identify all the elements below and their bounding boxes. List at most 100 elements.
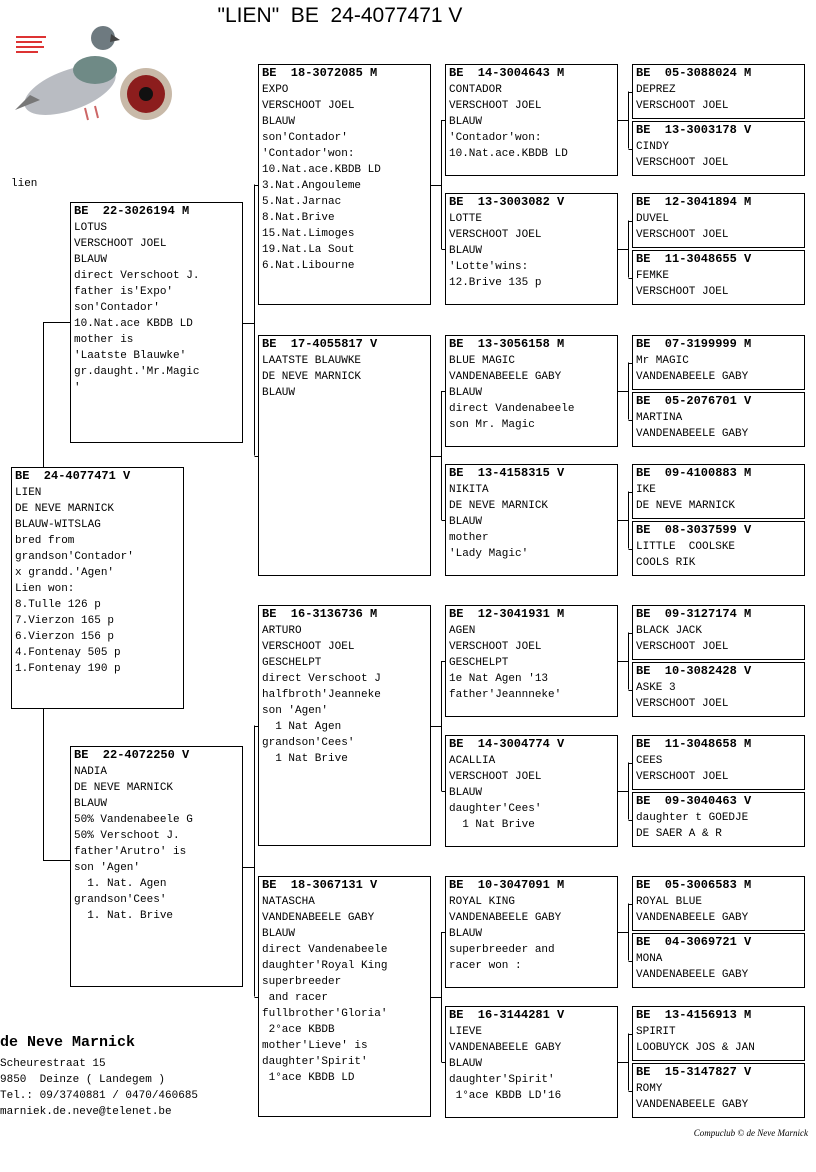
pedigree-box: BE 13-4158315 V NIKITA DE NEVE MARNICK BLAU… <box>445 464 618 576</box>
info-line: LOOBUYCK JOS & JAN <box>636 1042 755 1054</box>
info-line: grandson'Cees' <box>74 894 167 906</box>
info-line: LITTLE COOLSKE <box>636 541 736 553</box>
ring-number: BE 05-2076701 V <box>636 394 752 408</box>
pedigree-box: BE 14-3004643 M CONTADOR VERSCHOOT JOEL BLA… <box>445 64 618 176</box>
pedigree-box: BE 17-4055817 V LAATSTE BLAUWKE DE NEVE MA… <box>258 335 431 576</box>
info-line: BLAUW <box>262 387 296 399</box>
info-line: BLAUW <box>74 798 108 810</box>
info-line: LAATSTE BLAUWKE <box>262 355 362 367</box>
ring-number: BE 12-3041894 M <box>636 195 752 209</box>
pedigree-box: BE 16-3144281 V LIEVE VANDENABEELE GABY BLA… <box>445 1006 618 1118</box>
info-line: daughter'Spirit' <box>262 1056 368 1068</box>
address-line: 9850 Deinze ( Landegem ) <box>0 1074 166 1086</box>
pedigree-box: BE 05-3088024 M DEPREZ VERSCHOOT JOEL <box>632 64 805 119</box>
info-line: ARTURO <box>262 625 302 637</box>
info-line: BLAUW <box>449 787 483 799</box>
ring-number: BE 11-3048658 M <box>636 737 752 751</box>
info-line: racer won : <box>449 960 522 972</box>
ring-number: BE 09-3127174 M <box>636 607 752 621</box>
info-line: CINDY <box>636 141 670 153</box>
info-line: ROMY <box>636 1083 663 1095</box>
info-line: VANDENABEELE GABY <box>636 912 749 924</box>
ring-number: BE 14-3004643 M <box>449 66 565 80</box>
pedigree-box: BE 09-4100883 M IKE DE NEVE MARNICK <box>632 464 805 519</box>
info-line: LIEVE <box>449 1026 483 1038</box>
pedigree-box: BE 22-3026194 M LOTUS VERSCHOOT JOEL BLAUW d… <box>70 202 243 443</box>
ring-number: BE 17-4055817 V <box>262 337 378 351</box>
info-line: 3.Nat.Angouleme <box>262 180 362 192</box>
info-line: 1e Nat Agen '13 <box>449 673 549 685</box>
pedigree-box: BE 22-4072250 V NADIA DE NEVE MARNICK BLAUW… <box>70 746 243 987</box>
pedigree-box: BE 07-3199999 M Mr MAGIC VANDENABEELE GABY <box>632 335 805 390</box>
info-line: VANDENABEELE GABY <box>636 371 749 383</box>
info-line: daughter'Cees' <box>449 803 542 815</box>
pedigree-box: BE 10-3082428 V ASKE 3 VERSCHOOT JOEL <box>632 662 805 717</box>
ring-number: BE 15-3147827 V <box>636 1065 752 1079</box>
info-line: 7.Vierzon 165 p <box>15 615 115 627</box>
info-line: GESCHELPT <box>449 657 509 669</box>
info-line: mother is <box>74 334 134 346</box>
info-line: DE NEVE MARNICK <box>262 371 362 383</box>
info-line: grandson'Contador' <box>15 551 134 563</box>
info-line: DE NEVE MARNICK <box>74 782 174 794</box>
info-line: 'Contador'won: <box>449 132 542 144</box>
info-line: son'Contador' <box>74 302 160 314</box>
info-line: NADIA <box>74 766 108 778</box>
info-line: DE SAER A & R <box>636 828 722 840</box>
info-line: 1.Fontenay 190 p <box>15 663 121 675</box>
info-line: VERSCHOOT JOEL <box>449 771 542 783</box>
ring-number: BE 22-3026194 M <box>74 204 190 218</box>
ring-number: BE 24-4077471 V <box>15 469 131 483</box>
ring-number: BE 13-3003082 V <box>449 195 565 209</box>
info-line: VERSCHOOT JOEL <box>636 100 729 112</box>
info-line: VERSCHOOT JOEL <box>449 641 542 653</box>
info-line: BLAUW <box>449 116 483 128</box>
info-line: grandson'Cees' <box>262 737 355 749</box>
info-line: BLAUW <box>449 387 483 399</box>
pedigree-box: BE 05-2076701 V MARTINA VANDENABEELE GABY <box>632 392 805 447</box>
info-line: LIEN <box>15 487 42 499</box>
footer: Compuclub © de Neve Marnick <box>693 1128 808 1138</box>
info-line: VERSCHOOT JOEL <box>636 698 729 710</box>
info-line: VERSCHOOT JOEL <box>449 100 542 112</box>
info-line: DE NEVE MARNICK <box>449 500 549 512</box>
ring-number: BE 22-4072250 V <box>74 748 190 762</box>
info-line: GESCHELPT <box>262 657 322 669</box>
info-line: mother <box>449 532 489 544</box>
info-line: BLAUW <box>449 1058 483 1070</box>
info-line: 10.Nat.ace.KBDB LD <box>262 164 381 176</box>
info-line: VANDENABEELE GABY <box>449 1042 562 1054</box>
owner-name: de Neve Marnick <box>0 1034 136 1051</box>
ring-number: BE 05-3088024 M <box>636 66 752 80</box>
info-line: 10.Nat.ace KBDB LD <box>74 318 193 330</box>
info-line: 5.Nat.Jarnac <box>262 196 342 208</box>
info-line: 1 Nat Agen <box>262 721 342 733</box>
ring-number: BE 07-3199999 M <box>636 337 752 351</box>
info-line: son Mr. Magic <box>449 419 535 431</box>
info-line: VERSCHOOT JOEL <box>636 286 729 298</box>
info-line: 2°ace KBDB <box>262 1024 335 1036</box>
pedigree-box: BE 13-4156913 M SPIRIT LOOBUYCK JOS & JAN <box>632 1006 805 1061</box>
info-line: ROYAL KING <box>449 896 516 908</box>
info-line: halfbroth'Jeanneke <box>262 689 381 701</box>
info-line: MARTINA <box>636 412 683 424</box>
pedigree-box: BE 11-3048655 V FEMKE VERSCHOOT JOEL <box>632 250 805 305</box>
pedigree-box: BE 09-3127174 M BLACK JACK VERSCHOOT JOEL <box>632 605 805 660</box>
info-line: BLAUW <box>449 245 483 257</box>
pedigree-box: BE 05-3006583 M ROYAL BLUE VANDENABEELE GA… <box>632 876 805 931</box>
info-line: 1 Nat Brive <box>449 819 535 831</box>
info-line: ASKE 3 <box>636 682 676 694</box>
pedigree-box: BE 14-3004774 V ACALLIA VERSCHOOT JOEL BLAU… <box>445 735 618 847</box>
info-line: 1. Nat. Agen <box>74 878 167 890</box>
info-line: LOTUS <box>74 222 108 234</box>
info-line: superbreeder <box>262 976 342 988</box>
info-line: EXPO <box>262 84 289 96</box>
info-line: SPIRIT <box>636 1026 676 1038</box>
ring-number: BE 13-4156913 M <box>636 1008 752 1022</box>
info-line: son 'Agen' <box>74 862 141 874</box>
ring-number: BE 05-3006583 M <box>636 878 752 892</box>
info-line: DE NEVE MARNICK <box>15 503 115 515</box>
info-line: 1°ace KBDB LD <box>262 1072 355 1084</box>
